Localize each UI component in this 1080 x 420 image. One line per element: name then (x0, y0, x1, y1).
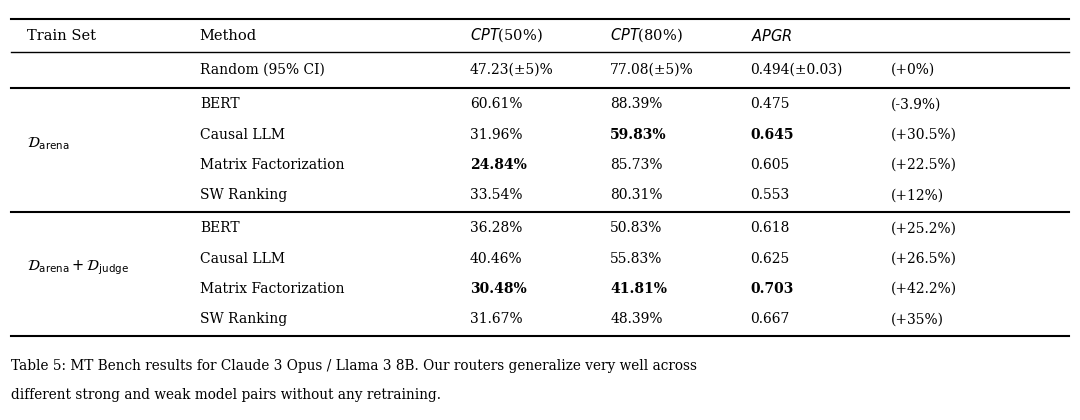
Text: $\mathit{APGR}$: $\mathit{APGR}$ (751, 28, 793, 44)
Text: 0.494(±0.03): 0.494(±0.03) (751, 63, 843, 77)
Text: 77.08(±5)%: 77.08(±5)% (610, 63, 694, 77)
Text: 85.73%: 85.73% (610, 158, 663, 172)
Text: 47.23(±5)%: 47.23(±5)% (470, 63, 554, 77)
Text: 24.84%: 24.84% (470, 158, 527, 172)
Text: Table 5: MT Bench results for Claude 3 Opus / Llama 3 8B. Our routers generalize: Table 5: MT Bench results for Claude 3 O… (11, 359, 697, 373)
Text: 80.31%: 80.31% (610, 188, 663, 202)
Text: (+42.2%): (+42.2%) (891, 282, 957, 296)
Text: 59.83%: 59.83% (610, 128, 666, 142)
Text: 0.703: 0.703 (751, 282, 794, 296)
Text: 0.667: 0.667 (751, 312, 789, 326)
Text: SW Ranking: SW Ranking (200, 188, 287, 202)
Text: 60.61%: 60.61% (470, 97, 523, 111)
Text: BERT: BERT (200, 97, 240, 111)
Text: (+12%): (+12%) (891, 188, 944, 202)
Text: 31.96%: 31.96% (470, 128, 523, 142)
Text: 31.67%: 31.67% (470, 312, 523, 326)
Text: (+26.5%): (+26.5%) (891, 252, 957, 266)
Text: 40.46%: 40.46% (470, 252, 523, 266)
Text: Causal LLM: Causal LLM (200, 252, 285, 266)
Text: 0.618: 0.618 (751, 221, 789, 236)
Text: $\mathcal{D}_{\mathrm{arena}}$: $\mathcal{D}_{\mathrm{arena}}$ (27, 135, 69, 152)
Text: (+35%): (+35%) (891, 312, 944, 326)
Text: Train Set: Train Set (27, 29, 96, 42)
Text: (+25.2%): (+25.2%) (891, 221, 957, 236)
Text: $\mathcal{D}_{\mathrm{arena}}+\mathcal{D}_{\mathrm{judge}}$: $\mathcal{D}_{\mathrm{arena}}+\mathcal{D… (27, 258, 129, 277)
Text: 0.605: 0.605 (751, 158, 789, 172)
Text: Random (95% CI): Random (95% CI) (200, 63, 325, 77)
Text: 41.81%: 41.81% (610, 282, 667, 296)
Text: Matrix Factorization: Matrix Factorization (200, 158, 345, 172)
Text: 50.83%: 50.83% (610, 221, 662, 236)
Text: (+22.5%): (+22.5%) (891, 158, 957, 172)
Text: $\mathit{CPT}$(80%): $\mathit{CPT}$(80%) (610, 27, 683, 45)
Text: $\mathit{CPT}$(50%): $\mathit{CPT}$(50%) (470, 27, 542, 45)
Text: 0.475: 0.475 (751, 97, 791, 111)
Text: Causal LLM: Causal LLM (200, 128, 285, 142)
Text: 0.553: 0.553 (751, 188, 789, 202)
Text: 33.54%: 33.54% (470, 188, 523, 202)
Text: 48.39%: 48.39% (610, 312, 663, 326)
Text: 30.48%: 30.48% (470, 282, 527, 296)
Text: 36.28%: 36.28% (470, 221, 522, 236)
Text: Method: Method (200, 29, 257, 42)
Text: Matrix Factorization: Matrix Factorization (200, 282, 345, 296)
Text: 0.625: 0.625 (751, 252, 789, 266)
Text: different strong and weak model pairs without any retraining.: different strong and weak model pairs wi… (11, 388, 441, 402)
Text: (+0%): (+0%) (891, 63, 935, 77)
Text: 88.39%: 88.39% (610, 97, 662, 111)
Text: 0.645: 0.645 (751, 128, 794, 142)
Text: (+30.5%): (+30.5%) (891, 128, 957, 142)
Text: 55.83%: 55.83% (610, 252, 662, 266)
Text: SW Ranking: SW Ranking (200, 312, 287, 326)
Text: BERT: BERT (200, 221, 240, 236)
Text: (-3.9%): (-3.9%) (891, 97, 942, 111)
